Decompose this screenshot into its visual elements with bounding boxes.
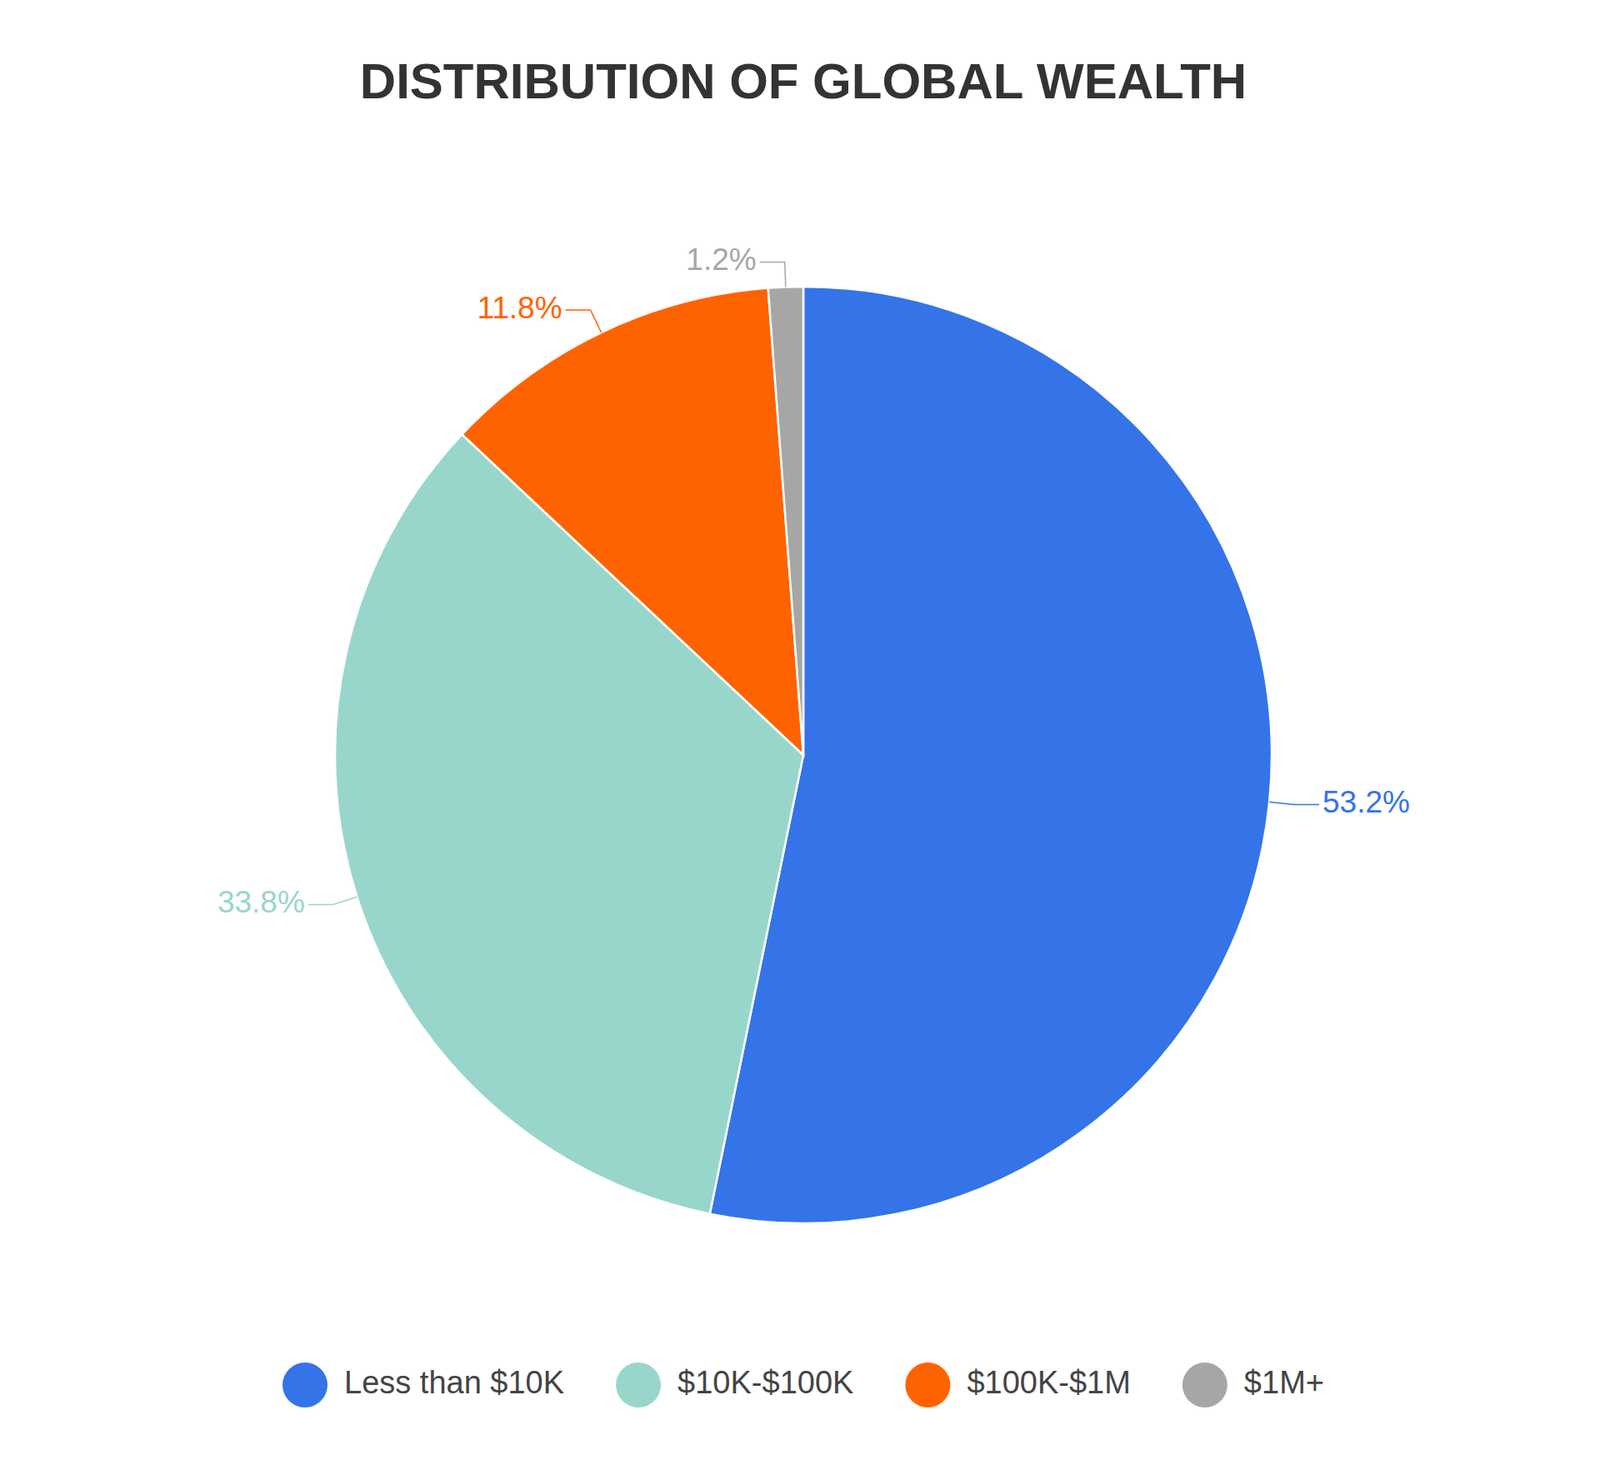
- leader-line: [760, 261, 786, 287]
- data-label: 53.2%: [1322, 785, 1410, 820]
- legend-label: $1M+: [1244, 1365, 1325, 1400]
- data-label: 33.8%: [217, 885, 305, 920]
- legend-label: $10K-$100K: [677, 1365, 854, 1400]
- pie-slice: [461, 288, 804, 755]
- legend-swatch: [905, 1362, 950, 1408]
- legend-label: Less than $10K: [344, 1365, 565, 1400]
- legend-swatch: [282, 1362, 328, 1408]
- legend-swatch: [1182, 1362, 1228, 1408]
- pie-slice: [768, 286, 804, 755]
- chart-title: DISTRIBUTION OF GLOBAL WEALTH: [360, 53, 1247, 110]
- legend-swatch: [615, 1362, 661, 1408]
- legend-label: $100K-$1M: [966, 1365, 1130, 1400]
- data-label: 1.2%: [685, 242, 756, 277]
- leader-line: [565, 310, 602, 333]
- chart-root: DISTRIBUTION OF GLOBAL WEALTH 53.2% 33.8% 1…: [0, 0, 1600, 1475]
- slices: [335, 286, 1272, 1224]
- leader-line: [308, 896, 358, 905]
- data-label: 11.8%: [476, 290, 562, 325]
- data-labels: 53.2% 33.8% 11.8% 1.2%: [217, 242, 1410, 920]
- leader-line: [1269, 801, 1320, 805]
- legend: Less than $10K $10K-$100K $100K-$1M $1M+: [282, 1362, 1325, 1408]
